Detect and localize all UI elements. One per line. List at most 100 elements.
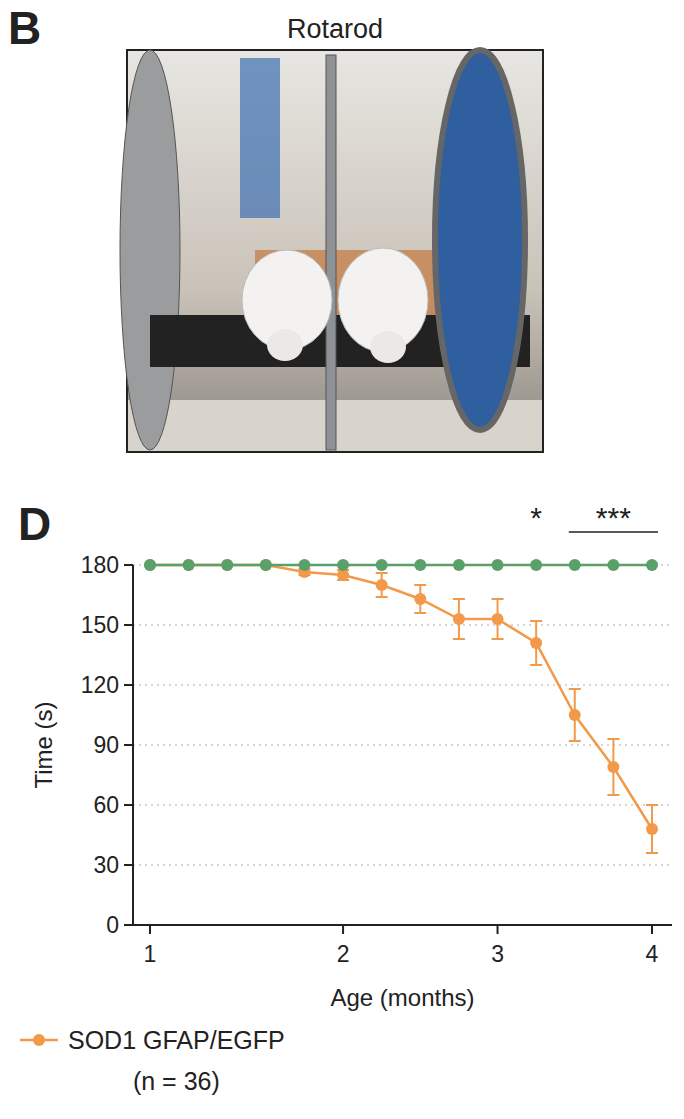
error-bar [492,599,504,639]
y-tick-label: 120 [81,672,119,698]
point [376,559,388,571]
photo-frame [127,50,543,452]
error-cap [607,738,619,740]
y-tick [124,924,133,926]
y-tick [124,804,133,806]
point [530,637,542,649]
point [453,559,465,571]
significance: *** [596,501,631,534]
error-bar [569,689,581,741]
point [298,559,310,571]
photo-divider [326,55,336,450]
point [183,559,195,571]
point [144,559,156,571]
error-cap [646,804,658,806]
point [183,559,195,571]
point [453,613,465,625]
error-cap [453,638,465,640]
legend-label: (n = 36) [133,1067,220,1095]
x-tick [497,925,499,934]
point [646,559,658,571]
panel-label: B [8,2,41,54]
point [607,559,619,571]
significance-bar [569,531,658,533]
photo-bag [240,58,280,218]
error-cap [492,638,504,640]
x-tick-label: 4 [646,941,659,967]
error-cap [453,598,465,600]
point [414,559,426,571]
error-cap [569,688,581,690]
y-tick [124,564,133,566]
error-cap [530,664,542,666]
error-bar [646,805,658,853]
grid-line [133,624,672,626]
y-tick-label: 150 [81,612,119,638]
error-cap [646,852,658,854]
x-tick [149,925,151,934]
error-cap [530,620,542,622]
series-line [150,565,652,829]
grid-line [133,684,672,686]
point [569,709,581,721]
x-axis [133,924,672,926]
x-axis-title: Age (months) [330,984,474,1011]
legend-marker [33,1034,45,1046]
point [260,559,272,571]
point [221,559,233,571]
point [414,593,426,605]
x-tick [651,925,653,934]
point [492,613,504,625]
y-axis-title: Time (s) [30,701,57,788]
x-tick-label: 2 [337,941,350,967]
error-bar [376,573,388,597]
photo-mouse-head [370,331,406,363]
error-bar [453,599,465,639]
error-cap [607,794,619,796]
y-tick [124,744,133,746]
y-tick-label: 90 [93,732,119,758]
point [376,579,388,591]
error-bar [414,585,426,613]
grid-line [133,804,672,806]
y-tick [124,684,133,686]
point [607,761,619,773]
photo-mouse-head [267,329,303,361]
point [530,559,542,571]
photo [120,50,543,452]
point [569,559,581,571]
y-tick-label: 0 [106,912,119,938]
grid-line [133,744,672,746]
error-bar [337,570,349,580]
significance: * [530,501,542,534]
point [221,559,233,571]
figure: B Rotarod D 0 30 60 90 120 150 180 1 2 3 4 Age (months… [0,0,684,1119]
error-cap [492,598,504,600]
y-tick-label: 30 [93,852,119,878]
error-bar [530,621,542,665]
y-tick-label: 60 [93,792,119,818]
y-tick [124,864,133,866]
plot-area [144,559,658,853]
x-tick-label: 3 [491,941,504,967]
y-tick-label: 180 [81,552,119,578]
panel-label: D [18,498,51,550]
point [492,559,504,571]
point [144,559,156,571]
y-tick [124,624,133,626]
photo-disc [120,50,180,450]
point [337,559,349,571]
error-cap [569,740,581,742]
photo-disc [435,50,525,430]
error-cap [414,584,426,586]
error-cap [376,572,388,574]
x-tick [342,925,344,934]
legend-label: SOD1 GFAP/EGFP [68,1026,285,1054]
error-bar [607,739,619,795]
point [646,823,658,835]
photo-title: Rotarod [287,14,383,44]
x-tick-label: 1 [144,941,157,967]
error-cap [414,612,426,614]
error-cap [376,596,388,598]
grid-line [133,864,672,866]
